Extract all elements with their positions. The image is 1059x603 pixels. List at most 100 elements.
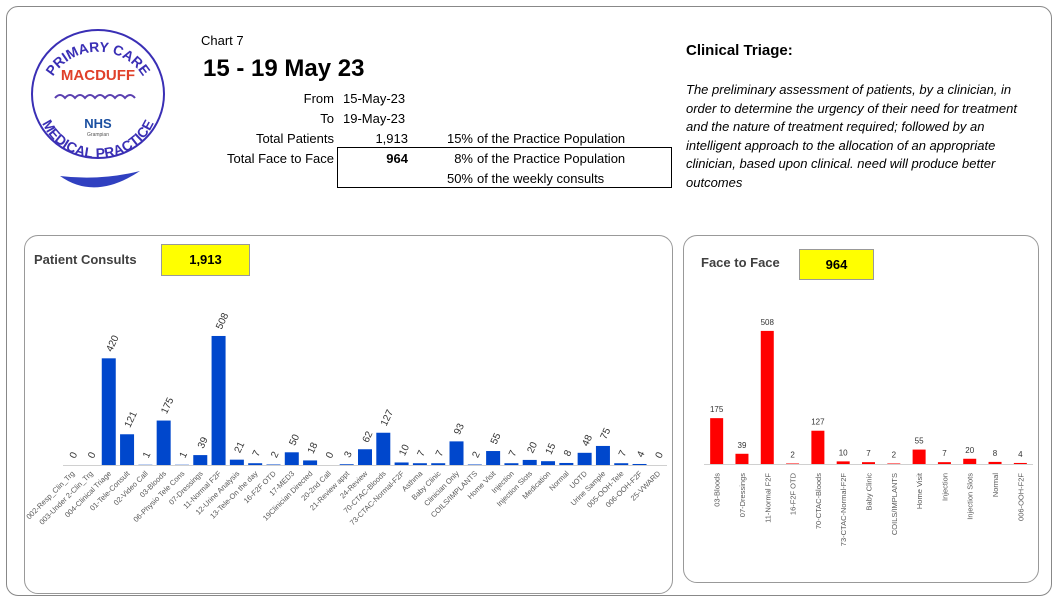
data-label: 50: [288, 432, 303, 447]
face-to-face-title: Face to Face: [701, 255, 780, 270]
data-label: 10: [397, 443, 412, 458]
category-label: Home Visit: [915, 472, 924, 509]
bar: [912, 449, 926, 464]
data-label: 3: [342, 449, 355, 459]
category-label: Normal: [991, 473, 1000, 498]
bar: [595, 445, 610, 465]
data-label: 21: [233, 440, 248, 455]
data-label: 420: [105, 333, 122, 353]
data-label: 55: [915, 437, 924, 446]
data-label: 2: [269, 450, 282, 460]
data-label: 39: [738, 441, 747, 450]
chart-number: Chart 7: [201, 33, 244, 48]
data-label: 121: [123, 409, 140, 429]
to-value: 19-May-23: [343, 111, 406, 126]
bar: [120, 434, 135, 465]
patient-consults-total: 1,913: [161, 244, 250, 276]
dashboard-frame: [6, 6, 1052, 596]
category-label: 11-Normal F2F: [763, 473, 772, 523]
data-label: 8: [993, 449, 998, 458]
bar: [284, 452, 299, 465]
svg-text:MACDUFF: MACDUFF: [61, 67, 135, 84]
bar: [836, 461, 850, 464]
svg-text:NHS: NHS: [84, 116, 112, 131]
f2f-desc: of the Practice Population: [477, 151, 626, 166]
bar: [614, 463, 629, 465]
data-label: 7: [507, 448, 520, 458]
data-label: 39: [196, 435, 211, 450]
f2f-pct: 8%: [454, 151, 473, 166]
triage-title: Clinical Triage:: [686, 42, 793, 59]
total-patients-label: Total Patients: [255, 131, 334, 146]
category-label: Normal: [547, 469, 571, 493]
data-label: 7: [866, 449, 871, 458]
bar: [339, 464, 354, 465]
data-label: 7: [942, 449, 947, 458]
bar: [735, 453, 749, 464]
data-label: 175: [159, 396, 176, 416]
f2f-value: 964: [386, 151, 408, 166]
bar: [786, 463, 800, 464]
category-label: 07-Dressings: [738, 473, 747, 517]
category-label: 006-OOH-F2F: [1016, 473, 1025, 521]
data-label: 10: [839, 448, 848, 457]
total-patients-desc: of the Practice Population: [477, 131, 626, 146]
data-label: 175: [710, 405, 724, 414]
bar: [963, 458, 977, 464]
category-label: 03-Bloods: [713, 473, 722, 507]
data-label: 93: [452, 422, 467, 437]
data-label: 127: [379, 408, 396, 428]
category-label: 73-CTAC-Normal-F2F: [839, 473, 848, 547]
bar: [887, 463, 901, 464]
svg-text:Grampian: Grampian: [87, 132, 109, 138]
data-label: 4: [1018, 450, 1023, 459]
bar: [193, 455, 208, 465]
total-patients-pct: 15%: [446, 131, 473, 146]
data-label: 20: [965, 446, 974, 455]
data-label: 508: [214, 311, 231, 331]
weekly-desc: of the weekly consults: [477, 171, 605, 186]
bar: [394, 462, 409, 465]
data-label: 0: [654, 450, 667, 460]
triage-description: The preliminary assessment of patients, …: [686, 82, 1017, 190]
data-label: 8: [562, 448, 575, 458]
bar: [937, 462, 951, 464]
category-label: 16-F2F OTD: [789, 472, 798, 515]
data-label: 127: [811, 418, 825, 427]
from-label: From: [303, 91, 334, 106]
bar: [358, 449, 372, 465]
data-label: 0: [68, 450, 81, 460]
data-label: 7: [416, 448, 429, 458]
category-label: 70-CTAC-Bloods: [814, 473, 823, 529]
bar: [988, 461, 1002, 464]
bar: [211, 335, 226, 465]
bar: [229, 459, 244, 465]
bar: [431, 463, 446, 465]
bar: [862, 462, 875, 464]
data-label: 508: [761, 318, 775, 327]
face-to-face-total: 964: [799, 249, 874, 280]
face-to-face-panel: [683, 235, 1039, 583]
bar: [486, 451, 501, 465]
category-label: Injection Slots: [966, 473, 975, 520]
from-value: 15-May-23: [343, 91, 406, 106]
bar: [248, 463, 263, 465]
bar: [632, 463, 647, 465]
total-patients-value: 1,913: [375, 131, 408, 146]
bar: [376, 432, 391, 465]
category-label: Baby Clinic: [865, 473, 874, 511]
bar: [522, 459, 537, 465]
data-label: 62: [361, 429, 376, 444]
bar: [303, 460, 318, 465]
bar: [710, 418, 724, 464]
patient-consults-title: Patient Consults: [34, 252, 137, 267]
page-title: 15 - 19 May 23: [203, 55, 365, 82]
data-label: 7: [251, 448, 264, 458]
data-label: 15: [544, 441, 559, 456]
bar: [266, 464, 281, 465]
data-label: 4: [635, 449, 648, 459]
bar: [156, 420, 171, 465]
data-label: 2: [892, 450, 897, 459]
bar: [559, 462, 574, 465]
